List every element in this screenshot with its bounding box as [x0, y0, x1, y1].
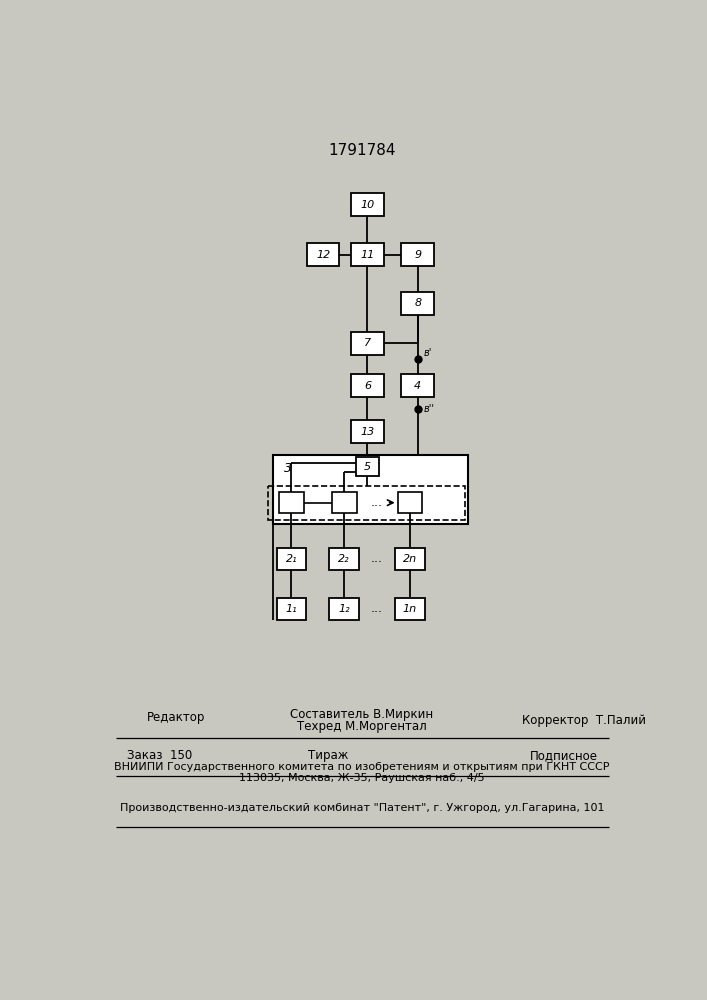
Bar: [351, 243, 384, 266]
Text: в': в': [424, 348, 432, 358]
Bar: [397, 492, 422, 513]
Text: 1n: 1n: [403, 604, 417, 614]
Text: Техред М.Моргентал: Техред М.Моргентал: [297, 720, 427, 733]
Text: 113035, Москва, Ж-35, Раушская наб., 4/5: 113035, Москва, Ж-35, Раушская наб., 4/5: [239, 773, 485, 783]
Bar: [273, 455, 468, 524]
Bar: [332, 492, 356, 513]
Text: 8: 8: [414, 298, 421, 308]
Text: 3: 3: [284, 462, 292, 475]
Bar: [276, 598, 306, 620]
Bar: [402, 374, 434, 397]
Text: Тираж: Тираж: [308, 749, 349, 762]
Bar: [351, 374, 384, 397]
Text: 12: 12: [316, 250, 330, 260]
Bar: [276, 548, 306, 570]
Bar: [279, 492, 304, 513]
Text: Подписное: Подписное: [530, 749, 598, 762]
Text: Составитель В.Миркин: Составитель В.Миркин: [291, 708, 433, 721]
Text: Редактор: Редактор: [146, 711, 205, 724]
Text: Корректор  Т.Палий: Корректор Т.Палий: [522, 714, 646, 727]
Text: 5: 5: [364, 462, 371, 472]
Text: 4: 4: [414, 381, 421, 391]
Bar: [395, 598, 425, 620]
Text: ...: ...: [371, 552, 383, 565]
Text: 1791784: 1791784: [328, 143, 396, 158]
Bar: [351, 420, 384, 443]
Bar: [351, 193, 384, 216]
Bar: [356, 457, 379, 476]
Bar: [329, 598, 359, 620]
Text: 7: 7: [364, 338, 371, 348]
Text: 1₂: 1₂: [339, 604, 350, 614]
Text: Заказ  150: Заказ 150: [127, 749, 192, 762]
Text: 13: 13: [361, 427, 375, 437]
Text: 6: 6: [364, 381, 371, 391]
Bar: [268, 486, 465, 520]
Text: 1₁: 1₁: [286, 604, 297, 614]
Text: 2n: 2n: [403, 554, 417, 564]
Text: 9: 9: [414, 250, 421, 260]
Bar: [329, 548, 359, 570]
Text: 2₁: 2₁: [286, 554, 297, 564]
Bar: [402, 292, 434, 315]
Bar: [395, 548, 425, 570]
Text: ВНИИПИ Государственного комитета по изобретениям и открытиям при ГКНТ СССР: ВНИИПИ Государственного комитета по изоб…: [115, 762, 609, 772]
Text: ...: ...: [371, 602, 383, 615]
Text: Производственно-издательский комбинат "Патент", г. Ужгород, ул.Гагарина, 101: Производственно-издательский комбинат "П…: [119, 803, 604, 813]
Bar: [402, 243, 434, 266]
Text: 10: 10: [361, 200, 375, 210]
Text: 2₂: 2₂: [339, 554, 350, 564]
Text: в'': в'': [424, 404, 435, 414]
Bar: [351, 332, 384, 355]
Text: ...: ...: [371, 496, 383, 509]
Text: 11: 11: [361, 250, 375, 260]
Bar: [307, 243, 339, 266]
